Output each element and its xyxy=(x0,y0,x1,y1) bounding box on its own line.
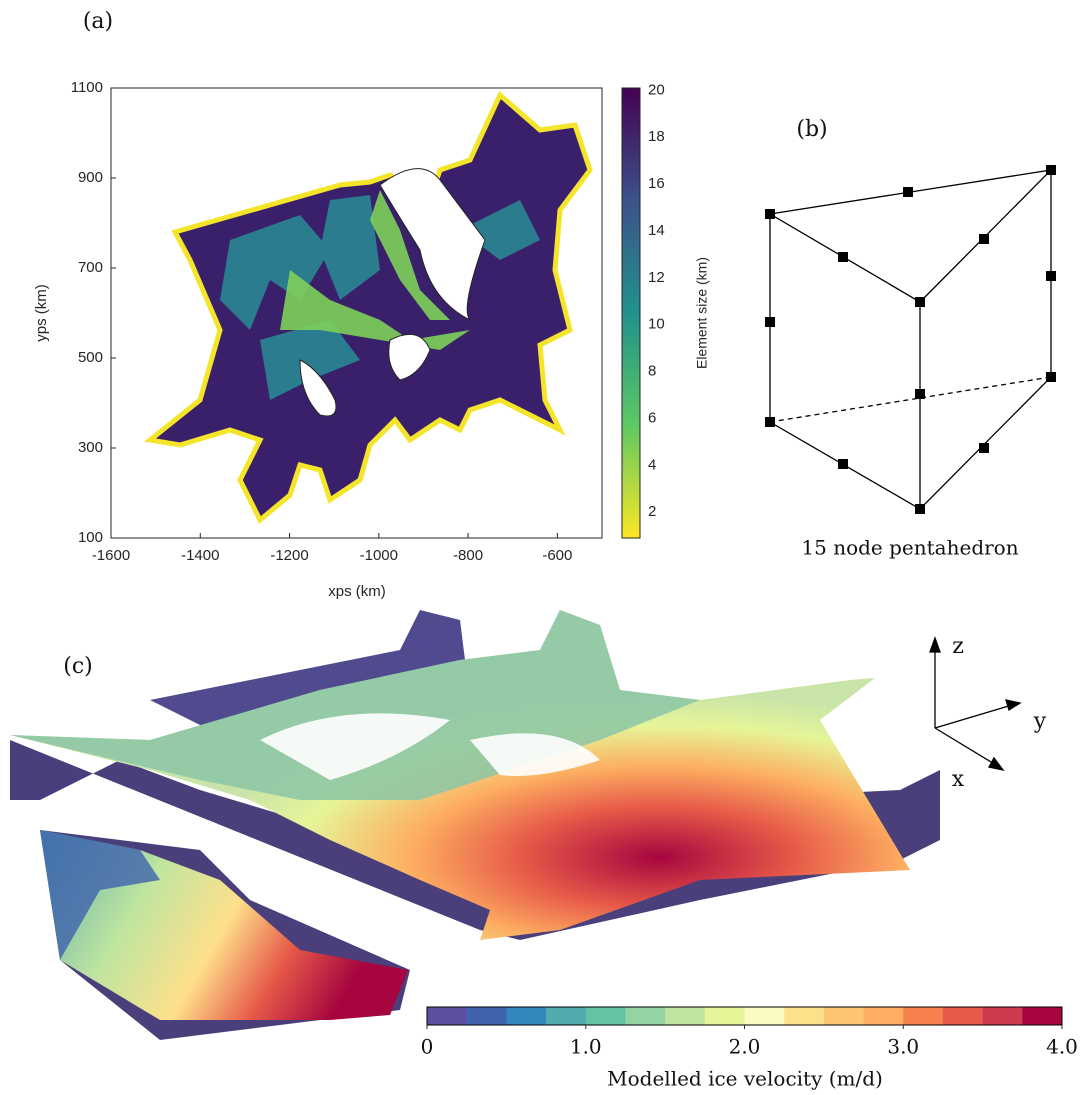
colorbar-tick-label: 14 xyxy=(648,222,665,239)
x-axis-label: xps (km) xyxy=(328,583,386,600)
colorbar-tick-label: 18 xyxy=(648,128,665,145)
colorbar-segment xyxy=(665,1007,706,1025)
colorbar-tick-label: 2 xyxy=(648,503,656,520)
x-tick-label: -1400 xyxy=(181,547,219,564)
colorbar-label: Modelled ice velocity (m/d) xyxy=(607,1067,883,1091)
colorbar-tick-label: 16 xyxy=(648,175,665,192)
colorbar-segment xyxy=(903,1007,944,1025)
colorbar-segment xyxy=(863,1007,904,1025)
y-tick-label: 700 xyxy=(78,259,103,276)
colorbar-tick-label: 10 xyxy=(648,316,665,333)
x-tick-label: -1000 xyxy=(360,547,398,564)
colorbar-segment xyxy=(784,1007,825,1025)
colorbar-tick-label: 12 xyxy=(648,269,665,286)
colorbar-segment xyxy=(585,1007,626,1025)
y-tick-label: 300 xyxy=(78,439,103,456)
y-tick-label: 900 xyxy=(78,169,103,186)
ice-render xyxy=(10,610,940,1040)
colorbar-segment xyxy=(982,1007,1023,1025)
x-tick-label: -1600 xyxy=(92,547,130,564)
colorbar-tick-label: 0 xyxy=(421,1035,434,1059)
colorbar-segment xyxy=(427,1007,467,1025)
y-tick-label: 100 xyxy=(78,529,103,546)
axis-name: y xyxy=(1033,709,1047,734)
colorbar-segment xyxy=(466,1007,507,1025)
y-axis-label: yps (km) xyxy=(33,284,50,342)
colorbar-segment xyxy=(546,1007,587,1025)
colorbar-tick-label: 20 xyxy=(648,81,665,98)
y-tick-label: 500 xyxy=(78,349,103,366)
colorbar-segment xyxy=(625,1007,666,1025)
colorbar-tick-label: 4.0 xyxy=(1046,1035,1078,1059)
nodes xyxy=(765,165,1056,514)
colorbar-label: Element size (km) xyxy=(694,257,710,369)
axis-name: x xyxy=(952,767,965,792)
panel-label: (c) xyxy=(63,654,93,679)
axes-box xyxy=(110,87,603,539)
colorbar-segment xyxy=(942,1007,983,1025)
panel-label: (b) xyxy=(796,117,827,142)
caption: 15 node pentahedron xyxy=(801,536,1018,560)
colorbar-segment xyxy=(1022,1007,1063,1025)
x-tick-label: -800 xyxy=(453,547,483,564)
colorbar-tick-label: 3.0 xyxy=(887,1035,919,1059)
colorbar xyxy=(621,87,641,539)
colorbar-tick-label: 2.0 xyxy=(729,1035,761,1059)
pentahedron xyxy=(769,169,1053,510)
colorbar-tick-label: 8 xyxy=(648,363,656,380)
y-tick-label: 1100 xyxy=(71,79,103,96)
colorbar-segment xyxy=(506,1007,547,1025)
x-tick-label: -1200 xyxy=(270,547,308,564)
colorbar-segment xyxy=(704,1007,745,1025)
axis-triad xyxy=(929,636,1022,771)
colorbar-segment xyxy=(744,1007,785,1025)
colorbar-tick-label: 1.0 xyxy=(570,1035,602,1059)
colorbar-tick-label: 4 xyxy=(648,456,656,473)
x-tick-label: -600 xyxy=(542,547,572,564)
colorbar-segment xyxy=(823,1007,864,1025)
mesh-map xyxy=(144,90,593,524)
panel-label: (a) xyxy=(83,9,113,34)
colorbar-tick-label: 6 xyxy=(648,409,656,426)
axis-name: z xyxy=(952,634,964,659)
